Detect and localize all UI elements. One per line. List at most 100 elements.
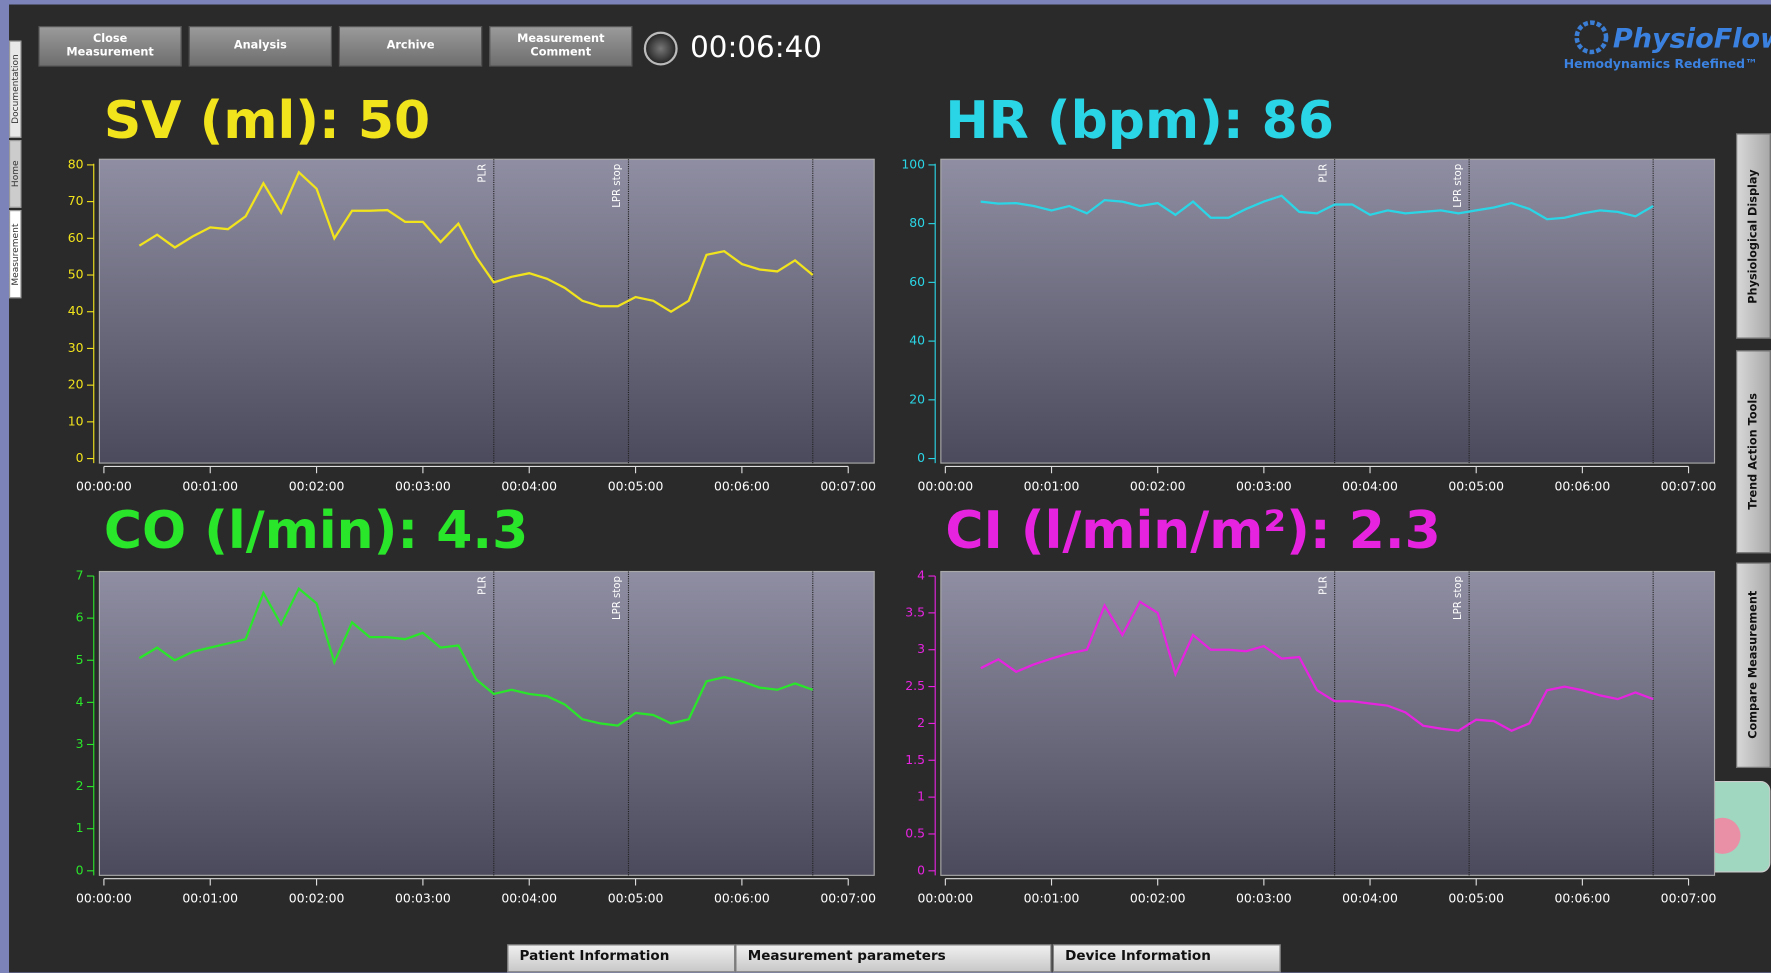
x-tick-label: 00:07:00 [820, 891, 876, 906]
tab-label[interactable]: Documentation [10, 54, 20, 124]
x-tick-label: 00:06:00 [1555, 478, 1611, 493]
x-tick-label: 00:01:00 [182, 478, 238, 493]
y-tick-label: 2 [76, 778, 84, 793]
plot-area [941, 572, 1715, 876]
y-tick-label: 60 [909, 274, 925, 289]
x-tick-label: 00:01:00 [182, 891, 238, 906]
tab-label[interactable]: Home [10, 161, 20, 188]
y-tick-label: 1 [76, 820, 84, 835]
tab-label[interactable]: Device Information [1065, 948, 1211, 964]
event-label: PLR [477, 576, 488, 595]
y-tick-label: 0 [76, 450, 84, 465]
x-tick-label: 00:05:00 [608, 478, 664, 493]
x-tick-label: 00:00:00 [917, 478, 973, 493]
y-tick-label: 0 [76, 862, 84, 877]
tab-label[interactable]: Compare Measurement [1747, 591, 1759, 739]
x-tick-label: 00:06:00 [1555, 891, 1611, 906]
x-tick-label: 00:05:00 [608, 891, 664, 906]
y-tick-label: 3 [917, 641, 925, 656]
y-tick-label: 0 [917, 862, 925, 877]
x-tick-label: 00:02:00 [1130, 478, 1186, 493]
y-tick-label: 40 [909, 333, 925, 348]
page: 00:06:40 PhysioFlow Hemodynamics Redefin… [0, 0, 1771, 973]
logo-name: PhysioFlow [1613, 23, 1771, 54]
y-tick-label: 50 [68, 267, 84, 282]
tab-label[interactable]: Trend Action Tools [1747, 394, 1759, 511]
y-tick-label: 4 [76, 694, 84, 709]
logo-tagline: Hemodynamics Redefined™ [1564, 56, 1758, 71]
timer: 00:06:40 [690, 30, 822, 64]
chart-title: SV (ml): 50 [104, 91, 430, 151]
tab-label[interactable]: Physiological Display [1747, 169, 1759, 303]
y-tick-label: 10 [68, 413, 84, 428]
y-tick-label: 30 [68, 340, 84, 355]
right-tab[interactable]: Compare Measurement [1736, 562, 1771, 768]
y-tick-label: 60 [68, 230, 84, 245]
x-tick-label: 00:02:00 [1130, 891, 1186, 906]
toolbar-button[interactable]: Analysis [189, 26, 332, 67]
x-tick-label: 00:03:00 [395, 478, 451, 493]
button-label[interactable]: Analysis [234, 40, 287, 54]
y-tick-label: 100 [901, 156, 925, 171]
tab-label[interactable]: Measurement [10, 223, 20, 285]
y-tick-label: 0 [917, 450, 925, 465]
left-tab[interactable]: Measurement [9, 210, 21, 298]
right-tab[interactable]: Trend Action Tools [1736, 350, 1771, 553]
bottom-tab[interactable]: Patient Information [507, 944, 735, 972]
event-label: LPR stop [612, 164, 623, 208]
left-tab[interactable]: Home [9, 140, 21, 208]
bottom-tab[interactable]: Measurement parameters [735, 944, 1051, 972]
x-tick-label: 00:02:00 [289, 891, 345, 906]
x-tick-label: 00:05:00 [1448, 891, 1504, 906]
chart-title: CO (l/min): 4.3 [104, 501, 528, 561]
x-tick-label: 00:00:00 [917, 891, 973, 906]
toolbar-button[interactable]: Close Measurement [38, 26, 181, 67]
button-label[interactable]: Archive [387, 40, 435, 54]
y-tick-label: 7 [76, 568, 84, 583]
x-tick-label: 00:05:00 [1448, 478, 1504, 493]
toolbar-button[interactable]: Measurement Comment [489, 26, 632, 67]
y-tick-label: 20 [909, 391, 925, 406]
x-tick-label: 00:04:00 [1342, 478, 1398, 493]
left-tab[interactable]: Documentation [9, 41, 21, 138]
toolbar-button[interactable]: Archive [339, 26, 482, 67]
event-label: LPR stop [612, 576, 623, 620]
event-label: PLR [477, 164, 488, 183]
y-tick-label: 20 [68, 377, 84, 392]
x-tick-label: 00:07:00 [1661, 478, 1717, 493]
x-tick-label: 00:07:00 [820, 478, 876, 493]
screen: 00:06:40 PhysioFlow Hemodynamics Redefin… [0, 0, 1771, 972]
event-label: PLR [1318, 164, 1329, 183]
y-tick-label: 0.5 [905, 825, 925, 840]
right-tab[interactable]: Physiological Display [1736, 133, 1771, 339]
y-tick-label: 70 [68, 193, 84, 208]
tab-label[interactable]: Patient Information [520, 948, 670, 964]
x-tick-label: 00:07:00 [1661, 891, 1717, 906]
x-tick-label: 00:01:00 [1024, 478, 1080, 493]
bottom-tab[interactable]: Device Information [1053, 944, 1281, 972]
plot-area [99, 159, 874, 463]
y-tick-label: 2 [917, 715, 925, 730]
plot-area [99, 572, 874, 876]
x-tick-label: 00:04:00 [501, 891, 557, 906]
event-label: PLR [1318, 576, 1329, 595]
y-tick-label: 4 [917, 568, 925, 583]
x-tick-label: 00:04:00 [1342, 891, 1398, 906]
event-label: LPR stop [1453, 164, 1464, 208]
y-tick-label: 1 [917, 789, 925, 804]
charts: 00:06:40 PhysioFlow Hemodynamics Redefin… [0, 0, 1771, 972]
tab-label[interactable]: Measurement parameters [748, 948, 946, 964]
y-tick-label: 80 [909, 215, 925, 230]
y-tick-label: 40 [68, 303, 84, 318]
button-label[interactable]: Measurement Comment [516, 33, 606, 60]
button-label[interactable]: Close Measurement [65, 33, 155, 60]
x-tick-label: 00:06:00 [714, 478, 770, 493]
y-tick-label: 2.5 [905, 678, 925, 693]
chart-title: HR (bpm): 86 [945, 91, 1334, 151]
y-tick-label: 3 [76, 736, 84, 751]
logo-icon [1577, 23, 1606, 52]
y-tick-label: 5 [76, 652, 84, 667]
plot-area [941, 159, 1715, 463]
x-tick-label: 00:00:00 [76, 478, 132, 493]
x-tick-label: 00:03:00 [1236, 891, 1292, 906]
